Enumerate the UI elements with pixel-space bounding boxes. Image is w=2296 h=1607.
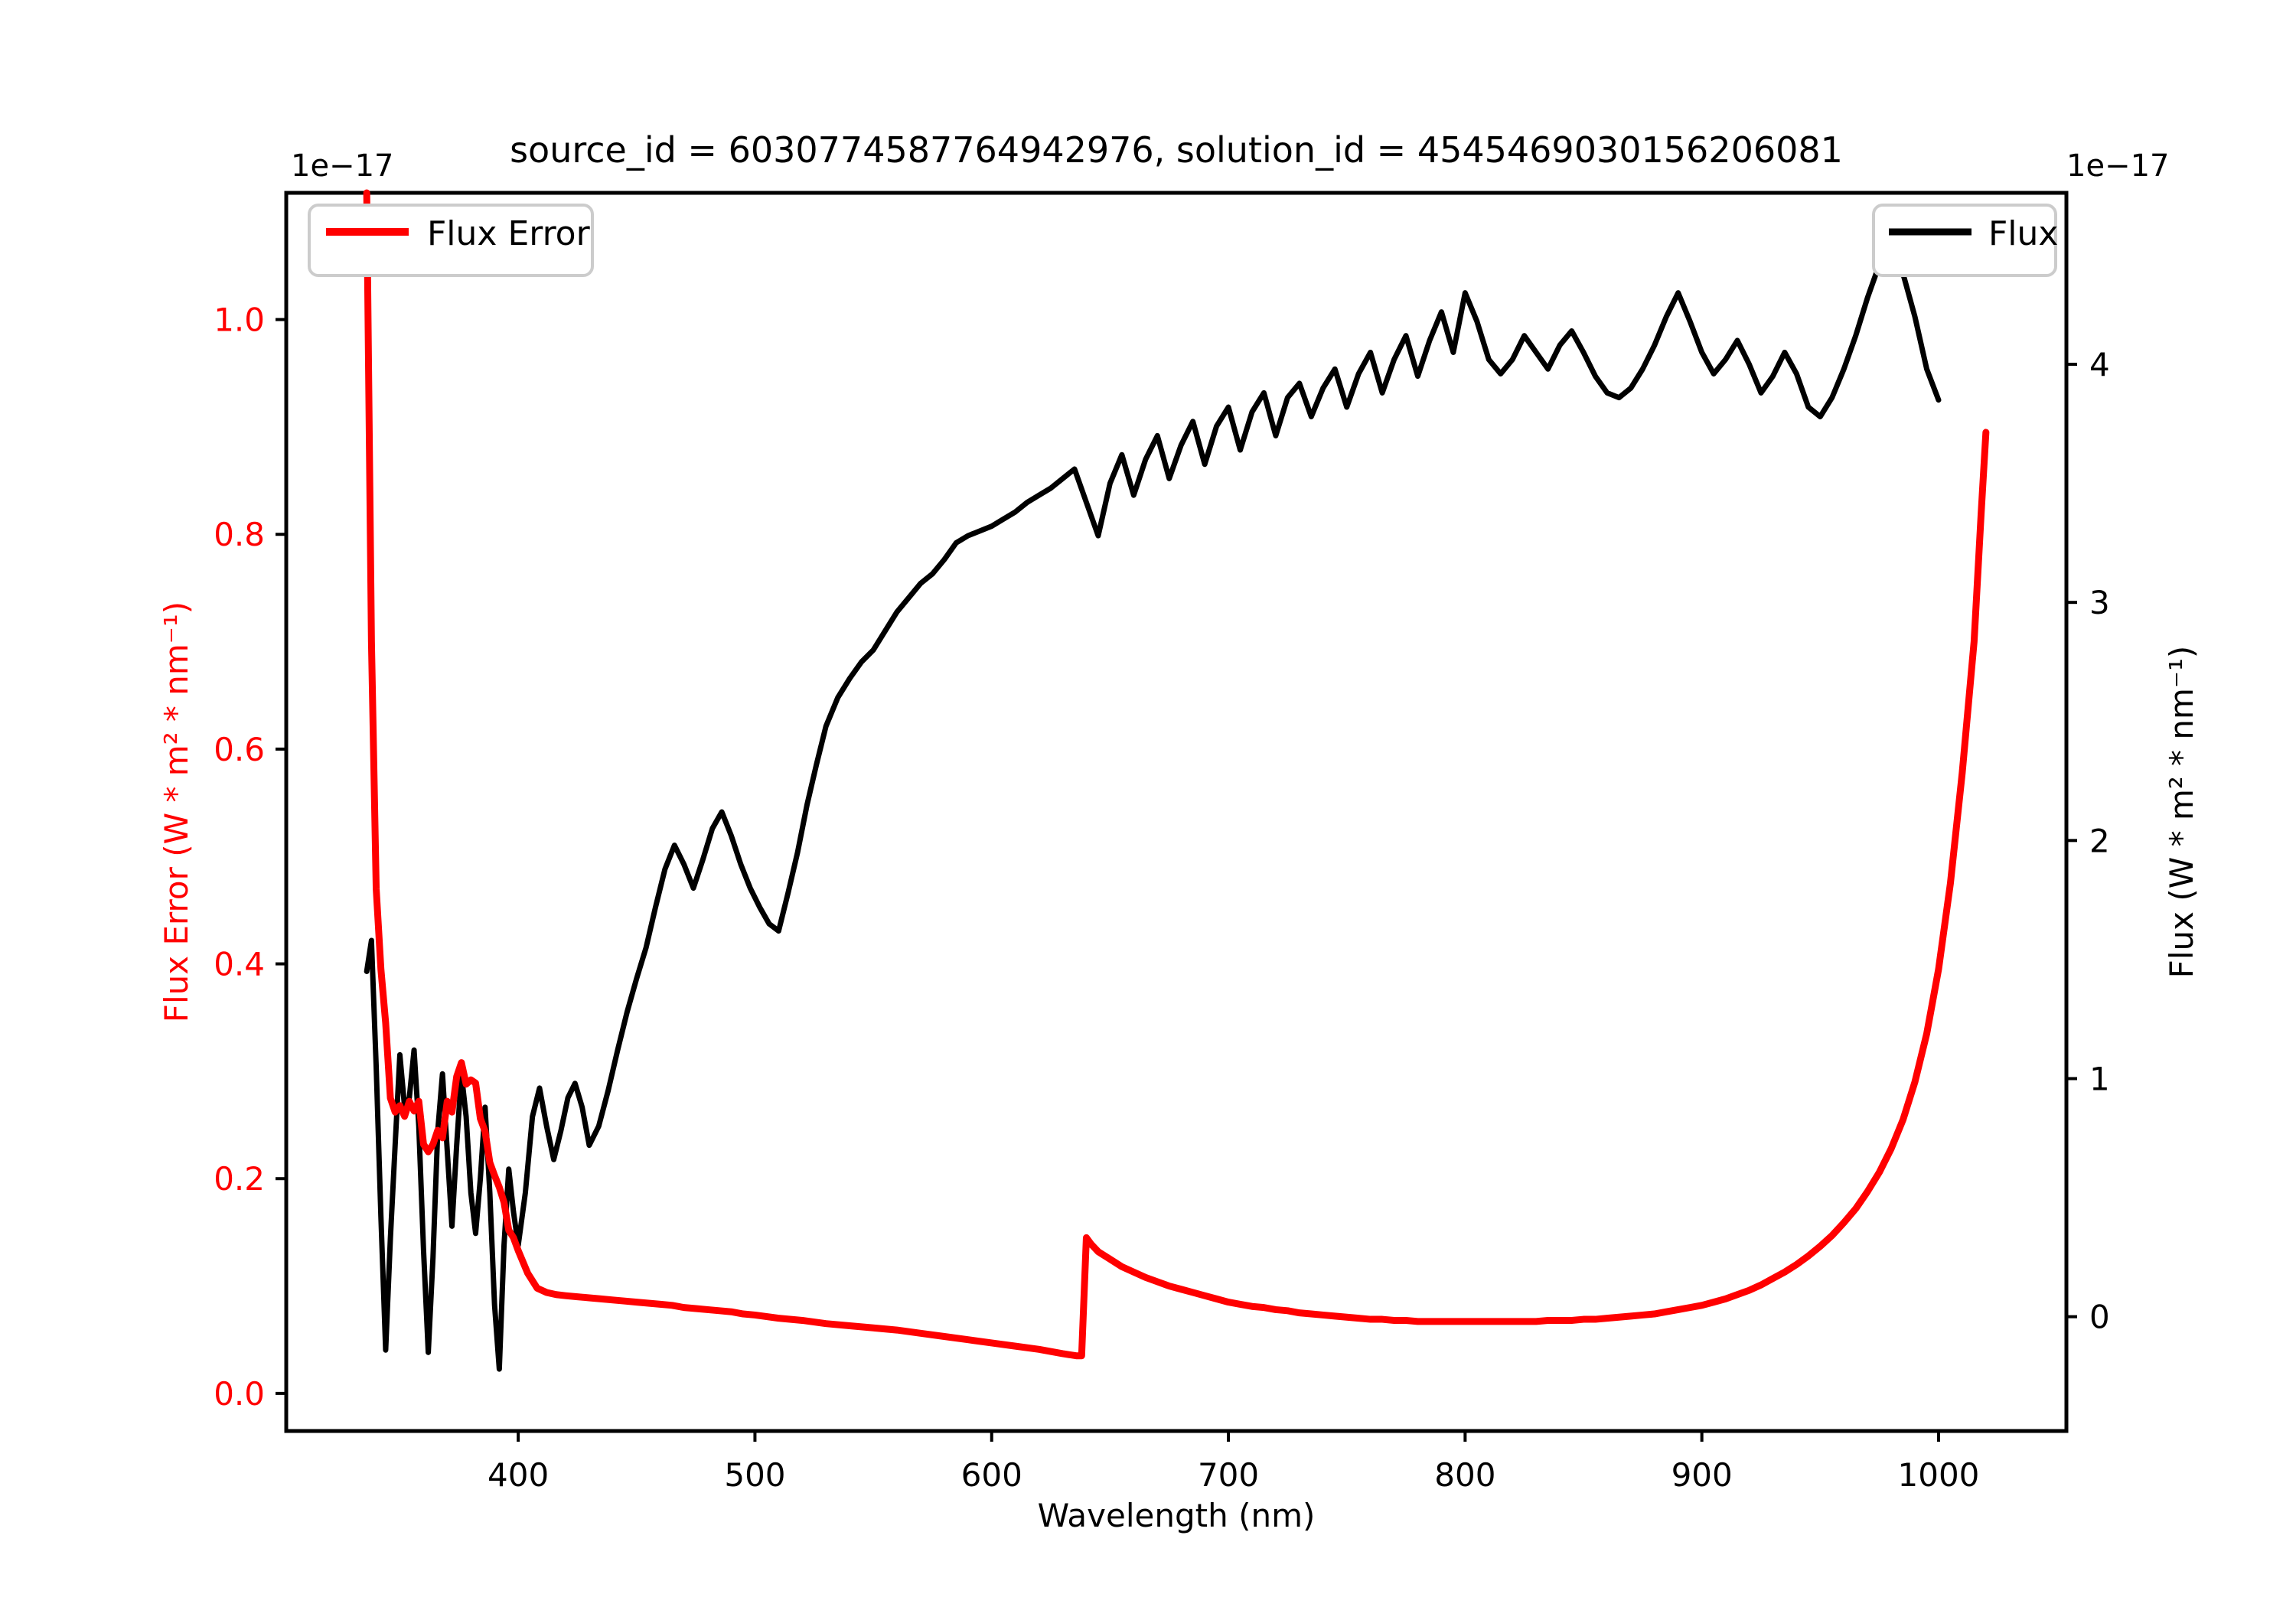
plot-frame (284, 191, 2069, 1433)
y-left-tick-label: 0.6 (214, 731, 265, 768)
y-right-tick-label: 0 (2089, 1299, 2110, 1336)
y-left-tick-label: 0.8 (214, 516, 265, 553)
y-right-tick-label: 1 (2089, 1060, 2110, 1097)
y-axis-right-label: Flux (W * m² * nm⁻¹) (2163, 646, 2200, 979)
y-left-tick-label: 0.0 (214, 1375, 265, 1413)
y-axis-right-ticks: 0 1 2 3 4 (2066, 346, 2110, 1336)
x-tick-label: 400 (488, 1456, 549, 1494)
legend-flux[interactable]: Flux (1872, 204, 2058, 277)
x-tick-label: 800 (1434, 1456, 1495, 1494)
x-tick-label: 1000 (1898, 1456, 1980, 1494)
legend-flux-error-box (308, 204, 594, 277)
x-tick-label: 700 (1198, 1456, 1259, 1494)
x-axis-ticks: 400 500 600 700 800 900 1000 (488, 1431, 1979, 1494)
legend-flux-error-label: Flux Error (427, 214, 591, 253)
legend-flux-error[interactable]: Flux Error (308, 204, 594, 277)
right-axis-offset-text: 1e−17 (2066, 148, 2169, 184)
x-axis-label: Wavelength (nm) (1038, 1497, 1316, 1534)
left-axis-offset-text: 1e−17 (291, 148, 393, 184)
flux-error-curve (363, 189, 1990, 1360)
x-tick-label: 500 (724, 1456, 785, 1494)
y-left-tick-label: 0.2 (214, 1160, 265, 1198)
y-right-tick-label: 3 (2089, 584, 2110, 621)
y-right-tick-label: 2 (2089, 822, 2110, 859)
y-axis-left-ticks: 0.0 0.2 0.4 0.6 0.8 1.0 (214, 302, 286, 1413)
flux-curve (364, 247, 1942, 1372)
legend-flux-box (1872, 204, 2057, 277)
plot-title: source_id = 6030774587764942976, solutio… (510, 129, 1843, 171)
y-left-tick-label: 1.0 (214, 302, 265, 339)
x-tick-label: 900 (1671, 1456, 1733, 1494)
y-axis-left-label: Flux Error (W * m² * nm⁻¹) (158, 601, 195, 1022)
y-left-tick-label: 0.4 (214, 946, 265, 983)
legend-flux-label: Flux (1988, 214, 2058, 253)
y-right-tick-label: 4 (2089, 346, 2110, 383)
x-tick-label: 600 (961, 1456, 1022, 1494)
